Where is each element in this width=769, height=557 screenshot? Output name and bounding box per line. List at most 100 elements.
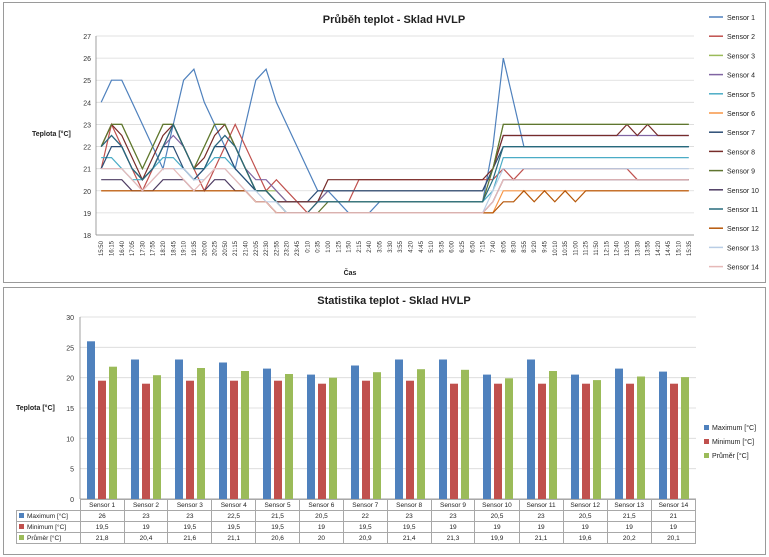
- bar-average: [241, 371, 249, 499]
- table-row: Minimum [°C] 19,5 19 19,5 19,5 19,5 19 19,5 19,5…: [16, 521, 697, 533]
- table-cell: 19: [518, 521, 564, 533]
- bar-minimum: [186, 380, 194, 499]
- x-tick-label: 23:20: [285, 240, 291, 256]
- temperature-bar-chart: Statistika teplot - Sklad HVLP 0 5 10 15 20 25…: [16, 295, 756, 504]
- x-tick-label: 18:20: [161, 240, 167, 256]
- x-tick-label: 13:30: [635, 240, 641, 256]
- legend-label: Sensor 13: [727, 245, 759, 252]
- x-tick-label: 19:10: [182, 240, 188, 256]
- table-cell: 20: [299, 532, 344, 544]
- x-tick-label: 15:35: [687, 240, 693, 256]
- x-tick-label: 20:50: [223, 240, 229, 256]
- table-cell: 20,5: [474, 510, 520, 522]
- bar-minimum: [318, 383, 326, 499]
- series-line-sensor-14: [101, 168, 689, 214]
- table-cell: 21,1: [518, 532, 564, 544]
- legend-key-swatch: [19, 524, 24, 530]
- row-header: Maximum [°C]: [16, 510, 81, 522]
- x-tick-label: 2:40: [367, 240, 373, 252]
- y-tick-label: 26: [83, 56, 91, 63]
- category-label: Sensor 9: [430, 499, 476, 511]
- table-cell: 20,6: [255, 532, 300, 544]
- category-label: Sensor 8: [386, 499, 432, 511]
- table-cell: 22,5: [211, 510, 257, 522]
- y-tick-label: 20: [66, 376, 74, 383]
- table-cell: 21,3: [430, 532, 476, 544]
- x-tick-label: 23:45: [295, 240, 301, 256]
- x-tick-label: 1:50: [347, 240, 353, 252]
- bar-maximum: [351, 365, 359, 499]
- table-cell: 19,5: [167, 521, 213, 533]
- y-tick-label: 15: [66, 406, 74, 413]
- table-cell: 20,2: [606, 532, 652, 544]
- x-tick-label: 8:05: [501, 240, 507, 252]
- y-tick-label: 19: [83, 211, 91, 218]
- table-cell: 19,9: [474, 532, 520, 544]
- table-header-row: Sensor 1 Sensor 2 Sensor 3 Sensor 4 Sensor 5…: [17, 499, 697, 511]
- x-tick-label: 8:30: [512, 240, 518, 252]
- temperature-trend-panel: Průběh teplot - Sklad HVLP 18 19 20 21 22 23 24…: [3, 2, 766, 283]
- legend-label: Sensor 7: [727, 130, 755, 137]
- y-tick-label: 25: [66, 345, 74, 352]
- chart-title: Statistika teplot - Sklad HVLP: [317, 295, 470, 307]
- x-tick-label: 11:00: [573, 240, 579, 255]
- table-cell: 19,5: [342, 521, 388, 533]
- bar-minimum: [142, 383, 150, 499]
- bar-maximum: [439, 359, 447, 499]
- bar-maximum: [219, 362, 227, 499]
- series-line-sensor-10: [101, 179, 689, 214]
- legend-label: Maximum [°C]: [712, 424, 756, 432]
- bar-minimum: [494, 383, 502, 499]
- legend-label: Minimum [°C]: [712, 438, 754, 446]
- legend-label: Sensor 11: [727, 207, 758, 214]
- table-cell: 21,6: [167, 532, 213, 544]
- table-cell: 19,5: [255, 521, 300, 533]
- x-tick-label: 3:30: [388, 240, 394, 252]
- bar-maximum: [307, 374, 315, 499]
- x-tick-label: 8:55: [522, 240, 528, 252]
- category-label: Sensor 2: [123, 499, 169, 511]
- x-tick-label: 15:50: [99, 240, 105, 256]
- bar-average: [549, 371, 557, 499]
- bar-minimum: [670, 383, 678, 499]
- x-tick-label: 21:40: [244, 240, 250, 256]
- row-header-label: Minimum [°C]: [27, 523, 67, 531]
- x-tick-label: 6:50: [470, 240, 476, 252]
- bar-maximum: [175, 359, 183, 499]
- row-header: Průměr [°C]: [16, 532, 81, 544]
- row-header: Minimum [°C]: [16, 521, 81, 533]
- x-tick-label: 1:00: [326, 240, 332, 252]
- y-tick-label: 27: [83, 34, 91, 41]
- x-tick-label: 13:05: [625, 240, 631, 256]
- legend-label: Sensor 14: [727, 265, 759, 272]
- category-label: Sensor 1: [79, 499, 125, 511]
- y-tick-label: 18: [83, 233, 91, 240]
- category-label: Sensor 10: [474, 499, 520, 511]
- legend-swatch: [704, 425, 709, 430]
- table-cell: 20,5: [562, 510, 608, 522]
- bar-average: [681, 377, 689, 499]
- x-tick-label: 13:55: [646, 240, 652, 256]
- table-cell: 21,1: [211, 532, 257, 544]
- bar-minimum: [406, 380, 414, 499]
- series-line-sensor-11: [100, 122, 689, 214]
- bar-average: [109, 366, 117, 499]
- table-cell: 21,5: [255, 510, 300, 522]
- table-cell: 20,9: [342, 532, 388, 544]
- table-cell: 20,1: [650, 532, 697, 544]
- table-cell: 23: [386, 510, 432, 522]
- bar-minimum: [98, 380, 106, 499]
- y-tick-label: 21: [83, 167, 91, 174]
- table-row: Maximum [°C] 26 23 23 22,5 21,5 20,5 22 23 23 20,5…: [16, 510, 697, 522]
- x-tick-label: 6:00: [450, 240, 456, 252]
- table-cell: 26: [79, 510, 125, 522]
- category-label: Sensor 4: [211, 499, 257, 511]
- x-tick-label: 2:15: [357, 240, 363, 252]
- bar-maximum: [615, 368, 623, 499]
- x-tick-label: 7:40: [491, 240, 497, 252]
- bar-average: [197, 368, 205, 499]
- bar-maximum: [527, 359, 535, 499]
- x-tick-label: 16:15: [109, 240, 115, 256]
- table-cell: 21,5: [606, 510, 652, 522]
- bar-minimum: [230, 380, 238, 499]
